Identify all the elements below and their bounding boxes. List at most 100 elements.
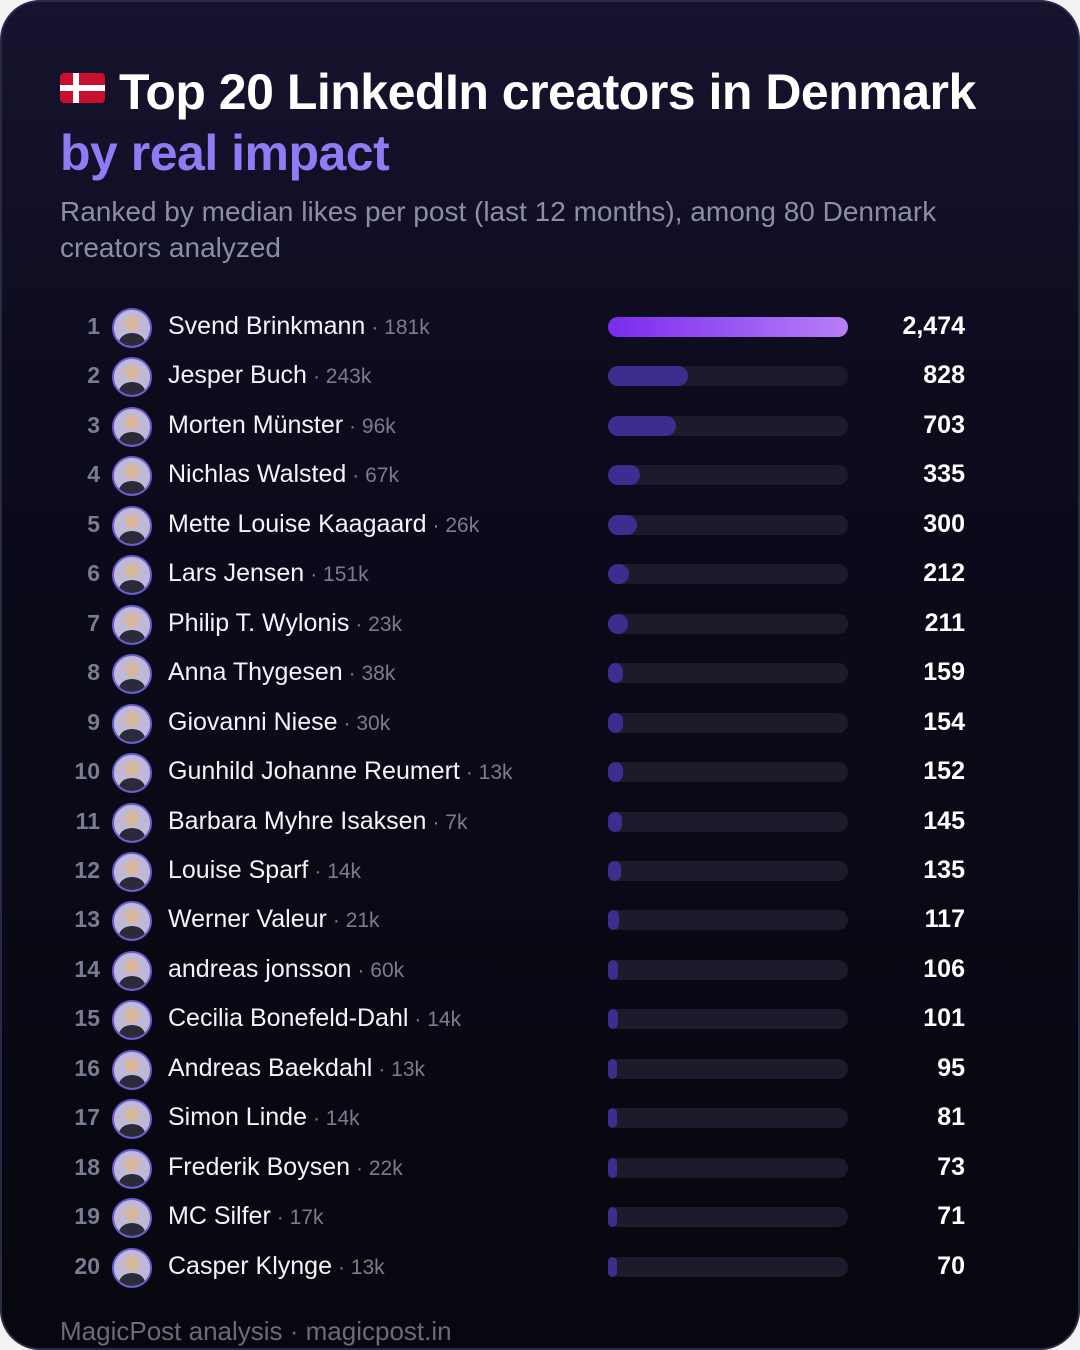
avatar-icon (112, 308, 152, 348)
chart-subtitle: Ranked by median likes per post (last 12… (60, 196, 937, 263)
avatar-icon (112, 1099, 152, 1140)
bar-track (608, 1207, 848, 1228)
avatar-head (125, 859, 139, 875)
avatar-head (125, 958, 139, 974)
bar-track (608, 712, 848, 733)
creator-row: 6 Lars Jensen · 151k 212 (2, 550, 1078, 599)
creator-name: Giovanni Niese (168, 707, 338, 736)
bar-track (608, 317, 848, 337)
rank-label: 2 (87, 362, 100, 389)
value-label: 154 (923, 707, 965, 736)
creator-name: Jesper Buch (168, 361, 307, 390)
bar-track (608, 1009, 848, 1030)
value-label: 152 (923, 757, 965, 786)
bar (608, 1157, 617, 1178)
avatar-icon (112, 505, 152, 546)
creator-label: Nichlas Walsted · 67k (168, 460, 399, 489)
follower-count: · 181k (371, 316, 430, 339)
avatar-head (125, 612, 139, 628)
bar (608, 514, 638, 535)
creator-name: Svend Brinkmann (168, 312, 366, 340)
creator-row: 20 Casper Klynge · 13k 70 (2, 1243, 1078, 1292)
creator-name: Barbara Myhre Isaksen (168, 806, 427, 835)
bar-track (608, 860, 848, 881)
bar (608, 712, 623, 733)
value-label: 71 (937, 1202, 965, 1231)
creator-row: 5 Mette Louise Kaagaard · 26k 300 (2, 501, 1078, 550)
value-label: 335 (923, 460, 965, 489)
avatar-body (119, 1074, 145, 1088)
follower-count: · 21k (332, 909, 380, 933)
creator-row: 11 Barbara Myhre Isaksen · 7k 145 (2, 798, 1078, 847)
creator-name: Lars Jensen (168, 559, 305, 588)
creator-name: Philip T. Wylonis (168, 608, 350, 637)
rank-label: 15 (74, 1005, 100, 1032)
rank-label: 10 (74, 758, 100, 785)
bar-track (608, 910, 848, 931)
title-accent: by real impact (60, 125, 390, 181)
avatar-icon (112, 1049, 152, 1090)
avatar-head (125, 464, 139, 480)
value-label: 101 (923, 1004, 965, 1033)
bar (608, 1058, 618, 1079)
value-label: 95 (937, 1053, 965, 1082)
creator-label: Barbara Myhre Isaksen · 7k (168, 807, 467, 836)
rank-label: 3 (87, 411, 100, 438)
follower-count: · 13k (465, 761, 513, 785)
rank-label: 17 (74, 1104, 100, 1131)
creator-name: Cecilia Bonefeld-Dahl (168, 1004, 409, 1033)
creator-row: 2 Jesper Buch · 243k 828 (2, 352, 1078, 401)
creator-name: Mette Louise Kaagaard (168, 509, 427, 538)
creator-name: Nichlas Walsted (168, 460, 347, 489)
bar-track (608, 1256, 848, 1277)
bar-track (608, 564, 848, 585)
follower-count: · 26k (432, 513, 480, 537)
creator-label: Simon Linde · 14k (168, 1103, 360, 1132)
rank-label: 6 (87, 560, 100, 587)
rank-label: 13 (74, 906, 100, 933)
follower-count: · 96k (349, 414, 396, 438)
rank-label: 12 (74, 856, 100, 883)
follower-count: · 14k (314, 859, 362, 883)
creator-name: Morten Münster (168, 410, 344, 439)
follower-count: · 30k (343, 711, 391, 735)
value-label: 300 (923, 509, 965, 538)
creator-label: Louise Sparf · 14k (168, 856, 361, 885)
creator-row: 3 Morten Münster · 96k 703 (2, 402, 1078, 451)
avatar-icon (112, 753, 152, 794)
title-main: Top 20 LinkedIn creators in Denmark (119, 64, 976, 120)
creator-label: Philip T. Wylonis · 23k (168, 609, 402, 638)
value-label: 117 (924, 905, 965, 934)
avatar-head (125, 810, 139, 826)
creator-name: Gunhild Johanne Reumert (168, 757, 460, 786)
avatar-icon (112, 1148, 152, 1189)
bar (608, 613, 629, 634)
avatar-body (119, 530, 145, 544)
creator-row: 14 andreas jonsson · 60k 106 (2, 946, 1078, 995)
avatar-icon (112, 950, 152, 991)
avatar-head (125, 365, 139, 381)
creator-label: Werner Valeur · 21k (168, 905, 380, 934)
avatar-icon (112, 901, 152, 942)
value-label: 828 (923, 361, 965, 390)
value-label: 70 (937, 1251, 965, 1280)
follower-count: · 60k (357, 958, 405, 982)
rank-label: 9 (87, 708, 100, 735)
follower-count: · 67k (352, 464, 399, 488)
bar (608, 564, 629, 585)
rank-label: 16 (74, 1054, 100, 1081)
rank-label: 4 (87, 461, 100, 488)
creator-row: 18 Frederik Boysen · 22k 73 (2, 1144, 1078, 1193)
creator-label: Cecilia Bonefeld-Dahl · 14k (168, 1004, 461, 1033)
value-label: 73 (937, 1152, 965, 1181)
avatar-icon (112, 1198, 152, 1239)
follower-count: · 22k (356, 1156, 403, 1180)
bar (608, 762, 623, 783)
avatar-body (119, 580, 145, 594)
avatar-icon (112, 851, 152, 892)
rank-label: 5 (87, 510, 100, 537)
creator-row: 7 Philip T. Wylonis · 23k 211 (2, 600, 1078, 649)
avatar-body (119, 679, 145, 693)
creator-row: 10 Gunhild Johanne Reumert · 13k 152 (2, 748, 1078, 797)
